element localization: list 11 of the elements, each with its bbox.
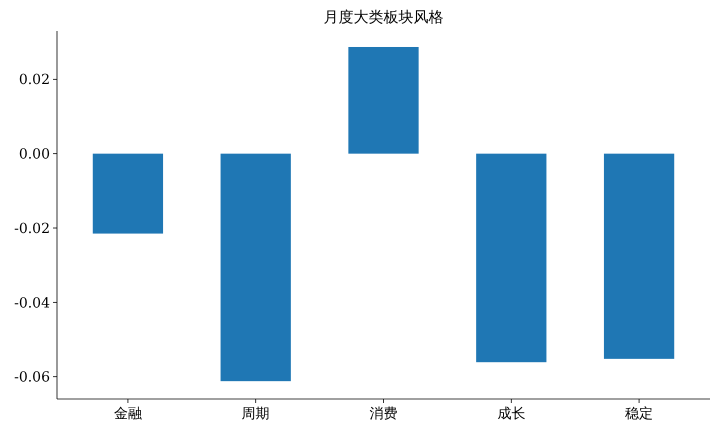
x-tick-label: 周期 bbox=[242, 406, 270, 422]
y-tick-label: 0.02 bbox=[18, 72, 50, 88]
x-tick-label: 稳定 bbox=[625, 406, 654, 422]
chart-title: 月度大类板块风格 bbox=[324, 8, 444, 26]
y-tick-label: 0.00 bbox=[18, 146, 50, 163]
x-tick-label: 成长 bbox=[497, 406, 526, 422]
y-tick-label: -0.02 bbox=[14, 220, 50, 237]
x-tick-label: 消费 bbox=[370, 406, 398, 422]
y-tick-label: -0.06 bbox=[14, 370, 50, 386]
y-tick-label: -0.04 bbox=[14, 295, 50, 312]
x-tick-label: 金融 bbox=[114, 406, 142, 422]
